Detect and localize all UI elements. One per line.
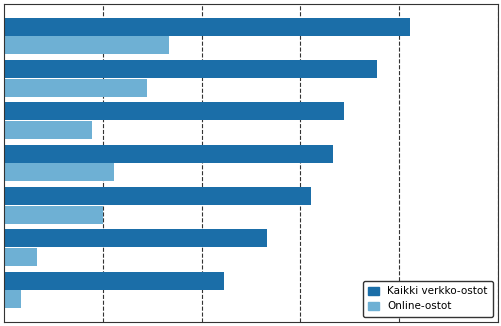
Bar: [4, 206, 103, 224]
Bar: [4, 60, 376, 78]
Bar: [4, 290, 21, 308]
Bar: [4, 145, 333, 163]
Legend: Kaikki verkko-ostot, Online-ostot: Kaikki verkko-ostot, Online-ostot: [362, 281, 491, 317]
Bar: [4, 248, 37, 266]
Bar: [4, 121, 92, 139]
Bar: [4, 18, 409, 36]
Bar: [4, 272, 223, 289]
Bar: [4, 163, 114, 181]
Bar: [4, 37, 168, 54]
Bar: [4, 79, 146, 96]
Bar: [4, 187, 311, 205]
Bar: [4, 230, 267, 247]
Bar: [4, 102, 344, 120]
